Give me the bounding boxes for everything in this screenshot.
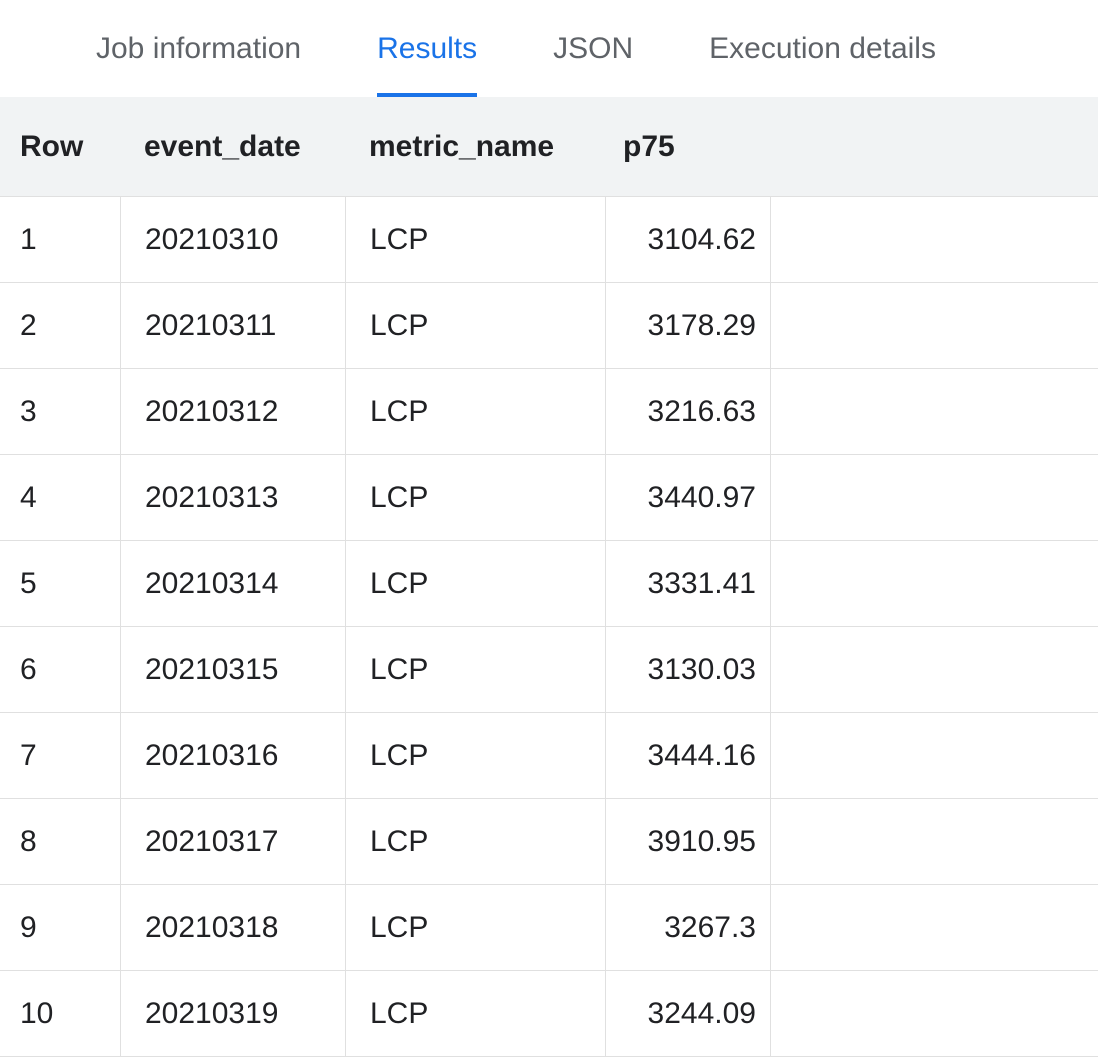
cell-metric_name: LCP [345,455,605,540]
cell-row: 3 [20,394,37,428]
cell-metric_name: LCP [345,799,605,884]
cell-p75: 3910.95 [605,799,770,884]
cell-event_date: 20210314 [120,541,345,626]
table-row: 1 20210310 LCP 3104.62 [0,197,1098,283]
cell-row: 9 [20,910,37,944]
cell-p75: 3178.29 [605,283,770,368]
cell-row: 7 [20,738,37,772]
cell-filler [770,283,1098,368]
cell-row: 1 [20,222,37,256]
cell-p75: 3216.63 [605,369,770,454]
table-row: 10 20210319 LCP 3244.09 [0,971,1098,1057]
cell-row: 5 [20,566,37,600]
cell-filler [770,799,1098,884]
cell-filler [770,197,1098,282]
cell-metric_name: LCP [345,713,605,798]
cell-event_date: 20210313 [120,455,345,540]
cell-metric_name: LCP [345,971,605,1056]
cell-metric_name: LCP [345,541,605,626]
column-header-p75: p75 [623,129,675,163]
cell-filler [770,455,1098,540]
tab-bar: Job information Results JSON Execution deta… [0,0,1098,97]
cell-event_date: 20210319 [120,971,345,1056]
cell-filler [770,627,1098,712]
cell-filler [770,885,1098,970]
table-row: 7 20210316 LCP 3444.16 [0,713,1098,799]
cell-filler [770,369,1098,454]
tab-results[interactable]: Results [377,0,478,97]
table-row: 9 20210318 LCP 3267.3 [0,885,1098,971]
cell-metric_name: LCP [345,369,605,454]
column-header-event_date: event_date [144,129,301,163]
cell-metric_name: LCP [345,627,605,712]
tab-execution-details[interactable]: Execution details [709,31,936,65]
table-row: 5 20210314 LCP 3331.41 [0,541,1098,627]
cell-metric_name: LCP [345,885,605,970]
cell-metric_name: LCP [345,283,605,368]
cell-metric_name: LCP [345,197,605,282]
cell-p75: 3440.97 [605,455,770,540]
cell-p75: 3331.41 [605,541,770,626]
cell-event_date: 20210311 [120,283,345,368]
cell-row: 4 [20,480,37,514]
table-body: 1 20210310 LCP 3104.62 2 20210311 LCP 3178.29 3 2… [0,197,1098,1057]
cell-event_date: 20210310 [120,197,345,282]
table-header-row: Row event_date metric_name p75 [0,97,1098,197]
results-table: Row event_date metric_name p75 1 20210310 LCP… [0,97,1098,1057]
cell-p75: 3130.03 [605,627,770,712]
column-header-row: Row [20,129,84,163]
cell-event_date: 20210318 [120,885,345,970]
table-row: 4 20210313 LCP 3440.97 [0,455,1098,541]
cell-row: 10 [20,996,54,1030]
cell-filler [770,541,1098,626]
cell-filler [770,971,1098,1056]
cell-p75: 3444.16 [605,713,770,798]
table-row: 3 20210312 LCP 3216.63 [0,369,1098,455]
cell-event_date: 20210316 [120,713,345,798]
cell-p75: 3244.09 [605,971,770,1056]
cell-event_date: 20210312 [120,369,345,454]
table-row: 8 20210317 LCP 3910.95 [0,799,1098,885]
cell-row: 6 [20,652,37,686]
table-row: 6 20210315 LCP 3130.03 [0,627,1098,713]
cell-filler [770,713,1098,798]
tab-job-information[interactable]: Job information [96,31,302,65]
cell-row: 2 [20,308,37,342]
cell-row: 8 [20,824,37,858]
tab-json[interactable]: JSON [553,31,634,65]
column-header-metric_name: metric_name [369,129,555,163]
cell-event_date: 20210317 [120,799,345,884]
cell-event_date: 20210315 [120,627,345,712]
table-row: 2 20210311 LCP 3178.29 [0,283,1098,369]
cell-p75: 3267.3 [605,885,770,970]
column-header-filler [770,97,1098,196]
cell-p75: 3104.62 [605,197,770,282]
